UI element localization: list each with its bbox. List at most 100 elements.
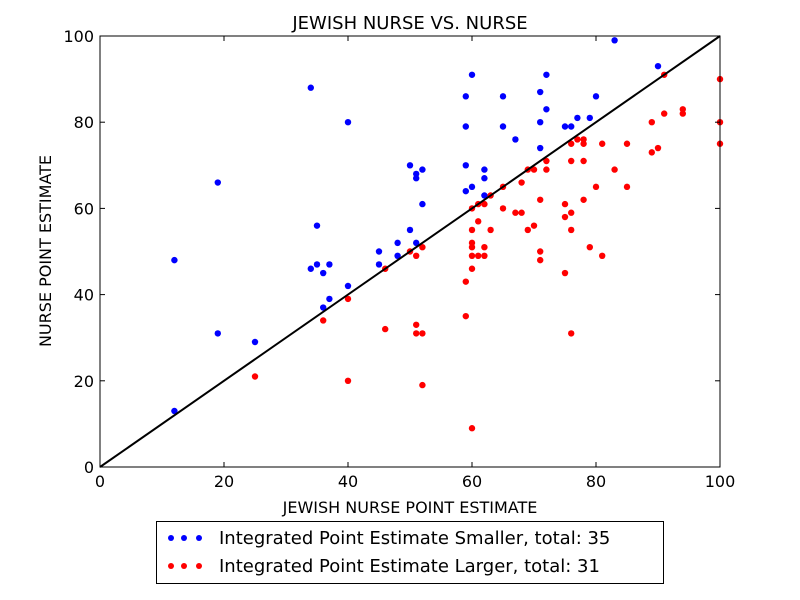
data-point-series-0-2 bbox=[214, 179, 221, 186]
data-point-series-1-70 bbox=[679, 110, 686, 117]
data-point-series-1-29 bbox=[487, 226, 494, 234]
data-point-series-1-32 bbox=[512, 209, 519, 216]
data-point-series-0-5 bbox=[307, 84, 314, 91]
data-point-series-0-39 bbox=[537, 119, 544, 126]
data-point-series-1-36 bbox=[524, 226, 531, 234]
data-point-series-1-61 bbox=[611, 166, 618, 173]
data-point-series-0-47 bbox=[592, 93, 600, 100]
data-point-series-0-45 bbox=[574, 114, 581, 122]
data-point-series-0-49 bbox=[654, 62, 662, 70]
data-point-series-1-38 bbox=[530, 222, 538, 229]
data-point-series-0-43 bbox=[561, 123, 569, 130]
data-point-series-1-52 bbox=[574, 136, 581, 143]
data-point-series-1-12 bbox=[419, 381, 426, 389]
y-axis-label: NURSE POINT ESTIMATE bbox=[36, 155, 55, 347]
legend-label-smaller: Integrated Point Estimate Smaller, total… bbox=[219, 527, 611, 549]
data-point-series-0-42 bbox=[543, 106, 550, 113]
data-point-series-1-41 bbox=[537, 256, 544, 264]
legend-entry-larger: Integrated Point Estimate Larger, total:… bbox=[165, 553, 600, 579]
data-point-series-0-31 bbox=[468, 183, 476, 191]
data-point-series-0-9 bbox=[320, 269, 327, 277]
data-point-series-1-16 bbox=[468, 226, 476, 234]
data-point-series-0-30 bbox=[468, 71, 476, 78]
data-point-series-1-50 bbox=[568, 226, 575, 234]
data-point-series-0-37 bbox=[512, 136, 519, 143]
data-point-series-0-6 bbox=[307, 265, 314, 272]
data-point-series-0-33 bbox=[481, 175, 488, 182]
y-tick-label: 60 bbox=[74, 199, 94, 218]
data-point-series-0-24 bbox=[419, 166, 426, 173]
data-point-series-0-10 bbox=[320, 304, 327, 311]
chart-title: JEWISH NURSE VS. NURSE bbox=[291, 13, 527, 34]
data-point-series-1-8 bbox=[413, 321, 420, 328]
data-point-series-0-3 bbox=[214, 330, 221, 337]
data-point-series-1-45 bbox=[561, 213, 569, 221]
data-point-series-1-2 bbox=[344, 295, 352, 303]
data-point-series-1-49 bbox=[568, 209, 575, 216]
data-point-series-1-5 bbox=[382, 325, 389, 333]
data-point-series-1-63 bbox=[623, 183, 631, 191]
data-point-series-1-47 bbox=[568, 140, 575, 147]
data-point-series-0-34 bbox=[481, 192, 488, 199]
data-point-series-0-27 bbox=[462, 123, 469, 130]
data-point-series-0-14 bbox=[344, 282, 352, 290]
reference-diagonal-line bbox=[99, 35, 721, 468]
data-point-series-1-31 bbox=[499, 205, 507, 212]
legend-dot bbox=[196, 563, 202, 569]
data-point-series-1-20 bbox=[468, 265, 476, 272]
data-point-series-0-44 bbox=[568, 123, 575, 130]
y-tick-label: 80 bbox=[74, 113, 94, 132]
data-point-series-1-21 bbox=[468, 425, 476, 432]
x-tick-label: 80 bbox=[586, 472, 606, 491]
legend-marker-smaller bbox=[165, 528, 211, 548]
data-point-series-0-29 bbox=[462, 187, 469, 195]
data-point-series-1-57 bbox=[586, 243, 593, 251]
points-layer bbox=[171, 37, 724, 432]
data-point-series-1-3 bbox=[344, 377, 352, 384]
data-point-series-0-8 bbox=[313, 261, 321, 268]
data-point-series-1-68 bbox=[661, 110, 668, 117]
data-point-series-1-51 bbox=[568, 330, 575, 337]
y-tick-label: 40 bbox=[74, 286, 94, 305]
data-point-series-0-32 bbox=[481, 166, 488, 173]
data-point-series-1-0 bbox=[251, 373, 259, 380]
legend-marker-larger bbox=[165, 556, 211, 576]
x-tick-label: 0 bbox=[95, 472, 105, 491]
data-point-series-0-19 bbox=[406, 162, 414, 169]
legend-dot bbox=[168, 535, 174, 541]
data-point-series-1-56 bbox=[580, 196, 587, 203]
y-tick-label: 20 bbox=[74, 372, 94, 391]
data-point-series-1-33 bbox=[518, 179, 525, 186]
data-point-series-1-44 bbox=[561, 200, 569, 208]
data-point-series-1-60 bbox=[599, 252, 606, 260]
data-point-series-1-10 bbox=[419, 243, 426, 251]
data-point-series-1-23 bbox=[475, 218, 482, 225]
legend-dot bbox=[181, 535, 187, 541]
legend: Integrated Point Estimate Smaller, total… bbox=[156, 521, 664, 584]
data-point-series-1-27 bbox=[481, 252, 488, 260]
data-point-series-1-64 bbox=[648, 119, 655, 126]
data-point-series-0-15 bbox=[375, 248, 383, 255]
data-point-series-0-36 bbox=[499, 123, 507, 130]
data-point-series-0-23 bbox=[413, 239, 420, 247]
data-point-series-0-22 bbox=[413, 175, 420, 182]
data-point-series-0-48 bbox=[611, 37, 618, 44]
data-point-series-0-11 bbox=[326, 261, 333, 268]
data-point-series-1-37 bbox=[530, 166, 538, 173]
data-point-series-0-25 bbox=[419, 200, 426, 208]
x-tick-label: 20 bbox=[214, 472, 234, 491]
x-axis-label: JEWISH NURSE POINT ESTIMATE bbox=[282, 498, 538, 517]
x-tick-label: 100 bbox=[705, 472, 736, 491]
data-point-series-0-20 bbox=[406, 226, 414, 234]
data-point-series-1-42 bbox=[543, 157, 550, 165]
data-point-series-0-16 bbox=[375, 261, 383, 268]
data-point-series-1-7 bbox=[413, 252, 420, 260]
x-tick-label: 40 bbox=[338, 472, 358, 491]
data-point-series-1-13 bbox=[462, 278, 469, 285]
data-point-series-1-66 bbox=[654, 144, 662, 152]
data-point-series-0-35 bbox=[499, 93, 507, 100]
data-point-series-0-26 bbox=[462, 93, 469, 100]
data-point-series-1-26 bbox=[481, 243, 488, 251]
data-point-series-1-65 bbox=[648, 149, 655, 156]
